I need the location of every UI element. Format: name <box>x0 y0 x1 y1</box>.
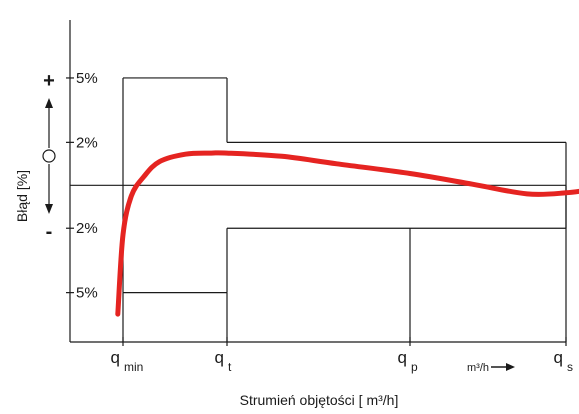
minus-sign: - <box>46 221 53 243</box>
series-layer <box>115 150 579 317</box>
down-arrow-head <box>45 204 53 214</box>
x-tick-label: q <box>215 348 224 367</box>
y-tick-label: 5% <box>76 70 98 87</box>
plus-sign: + <box>43 70 55 92</box>
x-tick-subscript: t <box>228 360 232 374</box>
x-unit-text: m³/h <box>467 362 489 374</box>
y-axis-label: Błąd [%] <box>14 170 30 222</box>
up-arrow-head <box>45 98 53 108</box>
error-limit-envelope <box>122 77 567 342</box>
x-tick-label: q <box>111 348 120 367</box>
y-tick-label: 2% <box>76 134 98 151</box>
y-tick-layer: 5% 2% 2% 5% <box>66 70 98 302</box>
x-tick-layer: q min q t q p q s <box>111 337 573 374</box>
error-curve-line <box>115 150 579 317</box>
x-tick-subscript: p <box>411 360 418 374</box>
x-tick-label: q <box>398 348 407 367</box>
y-tick-label: 2% <box>76 220 98 237</box>
zero-circle-icon <box>42 149 56 163</box>
plot-frame <box>69 20 566 343</box>
y-tick-label: 5% <box>76 285 98 302</box>
y-axis-indicator: + - <box>42 70 56 243</box>
x-axis-label: Strumień objętości [ m³/h] <box>240 392 399 408</box>
x-tick-subscript: min <box>124 360 143 374</box>
x-unit-note: m³/h <box>467 362 515 374</box>
x-tick-label: q <box>554 348 563 367</box>
x-unit-arrow-head <box>506 363 515 371</box>
x-tick-subscript: s <box>567 360 573 374</box>
